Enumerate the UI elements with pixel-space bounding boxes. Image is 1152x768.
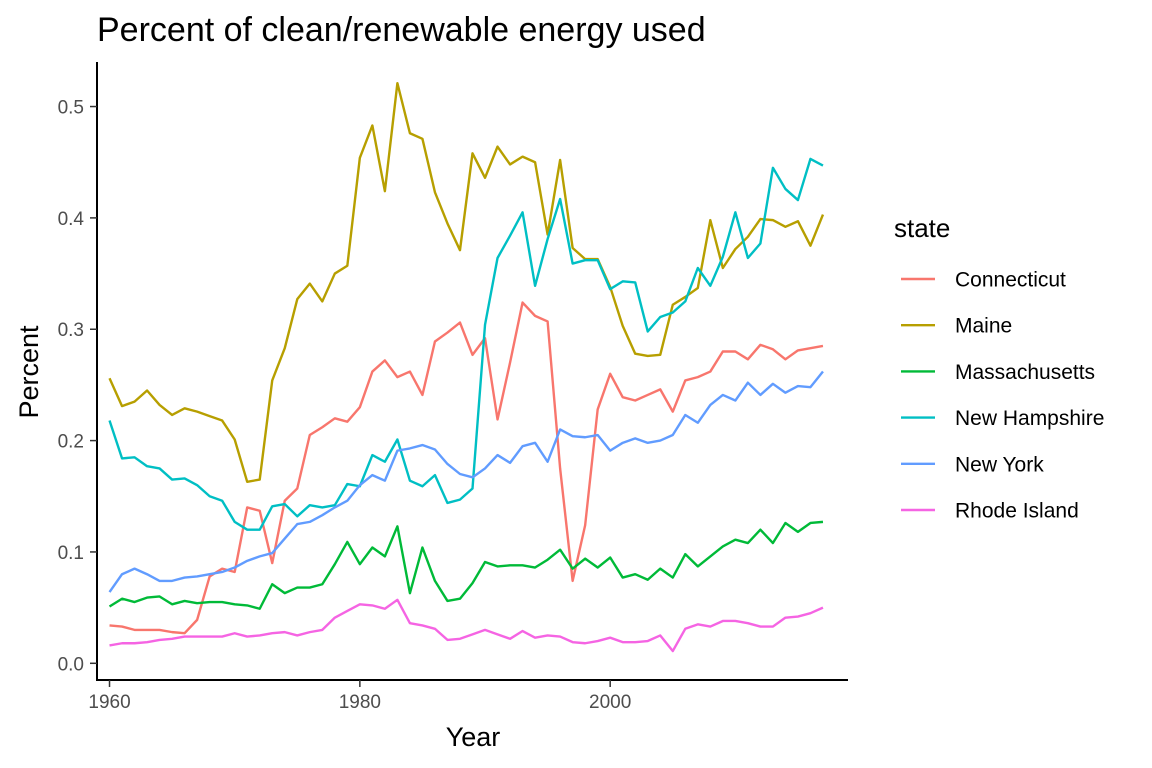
legend-label-connecticut: Connecticut [955, 269, 1066, 292]
legend: state Connecticut Maine Massachusetts New H… [894, 213, 1104, 523]
y-axis-title: Percent [14, 325, 44, 419]
series-line-maine [108, 81, 825, 483]
plot-area [108, 81, 825, 653]
x-axis: 1960 1980 2000 [88, 679, 848, 713]
y-tick-label: 0.5 [58, 98, 84, 119]
x-tick-label: 1980 [339, 692, 381, 713]
x-tick-label: 1960 [88, 692, 130, 713]
legend-label-new-york: New York [955, 453, 1044, 476]
x-tick-label: 2000 [589, 692, 631, 713]
series-line-rhode-island [109, 598, 824, 653]
x-axis-title: Year [446, 722, 501, 752]
y-axis: 0.0 0.1 0.2 0.3 0.4 0.5 [58, 62, 98, 681]
y-tick-label: 0.2 [58, 432, 84, 453]
legend-title: state [894, 213, 950, 243]
legend-label-maine: Maine [955, 315, 1012, 338]
legend-label-rhode-island: Rhode Island [955, 500, 1079, 523]
legend-label-new-hampshire: New Hampshire [955, 407, 1104, 430]
y-tick-label: 0.1 [58, 543, 84, 564]
series-line-new-hampshire [108, 157, 824, 531]
legend-label-massachusetts: Massachusetts [955, 361, 1095, 384]
y-tick-label: 0.3 [58, 320, 84, 341]
series-line-connecticut [109, 301, 824, 635]
y-tick-label: 0.4 [58, 209, 85, 230]
series-line-new-york [108, 370, 824, 593]
series-line-massachusetts [108, 520, 824, 610]
y-tick-label: 0.0 [58, 654, 84, 675]
chart-title: Percent of clean/renewable energy used [97, 11, 706, 49]
